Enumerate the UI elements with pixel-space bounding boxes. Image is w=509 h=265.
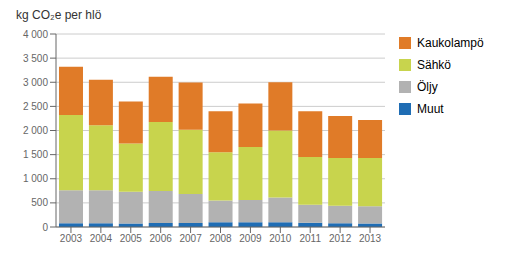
svg-text:2 000: 2 000 (23, 125, 48, 136)
svg-text:2006: 2006 (150, 233, 173, 244)
svg-text:4 000: 4 000 (23, 29, 48, 40)
html-text:Öljy: Öljy (417, 80, 438, 94)
svg-text:2005: 2005 (120, 233, 143, 244)
svg-text:2012: 2012 (329, 233, 352, 244)
svg-text:500: 500 (31, 197, 48, 208)
svg-text:2004: 2004 (90, 233, 113, 244)
svg-text:0: 0 (42, 222, 48, 233)
svg-text:2 500: 2 500 (23, 101, 48, 112)
svg-text:2011: 2011 (299, 233, 321, 244)
svg-text:2010: 2010 (269, 233, 292, 244)
html-text:kg CO₂e per hlö: kg CO₂e per hlö (16, 8, 102, 22)
svg-text:2007: 2007 (179, 233, 202, 244)
svg-text:3 500: 3 500 (23, 53, 48, 64)
svg-text:3 000: 3 000 (23, 77, 48, 88)
html-text:Sähkö: Sähkö (417, 58, 451, 72)
svg-text:2008: 2008 (209, 233, 232, 244)
html-text:Muut: Muut (417, 102, 444, 116)
svg-text:2013: 2013 (359, 233, 382, 244)
svg-text:2003: 2003 (60, 233, 83, 244)
html-text:Kaukolampö: Kaukolampö (417, 36, 484, 50)
svg-text:1 500: 1 500 (23, 149, 48, 160)
svg-text:2009: 2009 (239, 233, 262, 244)
svg-text:1 000: 1 000 (23, 173, 48, 184)
